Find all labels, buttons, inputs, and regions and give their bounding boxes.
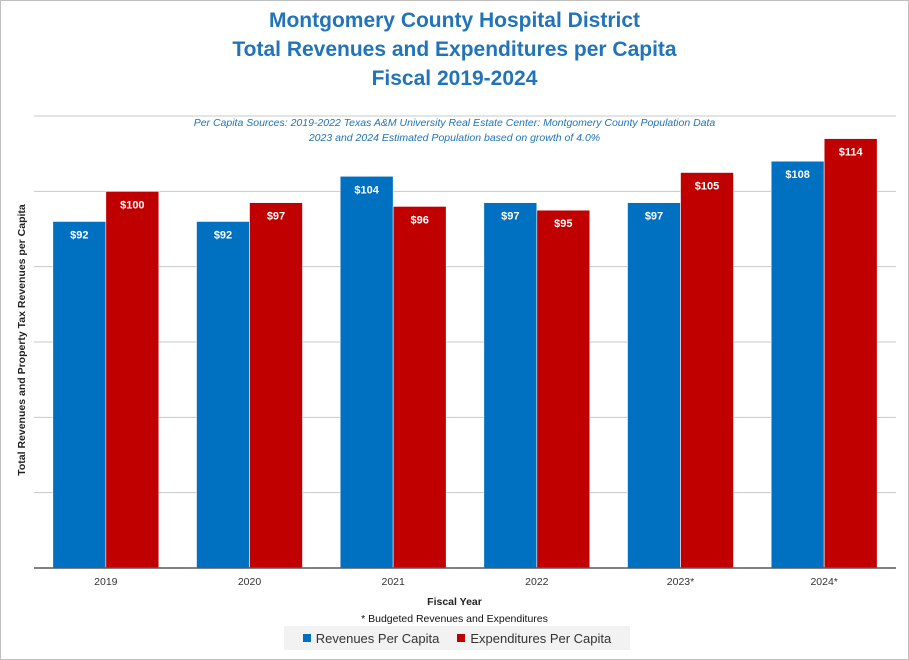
chart-title-block: Montgomery County Hospital District Tota… [0, 6, 909, 93]
legend-swatch-revenues [302, 634, 311, 642]
bar-data-label: $114 [839, 147, 864, 159]
x-tick-label: 2024* [810, 576, 837, 588]
x-tick-label: 2020 [238, 576, 262, 588]
x-tick-label: 2023* [667, 576, 694, 588]
revenue-bar [339, 175, 394, 569]
chart-subtitle: Total Revenues and Expenditures per Capi… [232, 38, 677, 61]
budget-footnote: * Budgeted Revenues and Expenditures [361, 613, 548, 625]
legend-label-revenues: Revenues Per Capita [315, 630, 440, 646]
chart-period: Fiscal 2019-2024 [371, 67, 538, 90]
bar-data-label: $97 [501, 211, 519, 223]
revenue-bar [196, 221, 250, 569]
expenditure-bar [392, 206, 447, 569]
expenditure-bar [105, 191, 160, 569]
bar-data-label: $108 [785, 169, 809, 181]
bar-data-label: $97 [267, 211, 285, 223]
bar-data-label: $92 [70, 229, 88, 241]
legend-item-expenditures: Expenditures Per Capita [457, 631, 611, 646]
expenditure-bar [249, 202, 303, 569]
x-tick-label: 2019 [94, 576, 118, 588]
legend: Revenues Per Capita Expenditures Per Cap… [284, 626, 630, 650]
bar-data-label: $95 [554, 218, 572, 230]
bar-data-label: $96 [410, 214, 428, 226]
legend-item-revenues: Revenues Per Capita [302, 630, 440, 646]
bar-data-label: $97 [645, 211, 663, 223]
expenditure-bar [536, 209, 591, 569]
source-note-1: Per Capita Sources: 2019-2022 Texas A&M … [193, 117, 716, 129]
chart-title: Montgomery County Hospital District [268, 9, 641, 32]
bar-data-label: $104 [354, 184, 379, 196]
bar-data-label: $100 [120, 199, 144, 211]
bar-data-label: $92 [214, 229, 232, 241]
x-tick-label: 2021 [381, 576, 405, 588]
source-notes: Per Capita Sources: 2019-2022 Texas A&M … [0, 116, 909, 146]
legend-label-expenditures: Expenditures Per Capita [470, 630, 612, 646]
revenue-bar [52, 221, 107, 569]
bar-data-label: $105 [695, 181, 719, 193]
expenditure-bar [823, 138, 878, 569]
revenue-bar [770, 160, 825, 569]
y-axis-label: Total Revenues and Property Tax Revenues… [16, 204, 28, 476]
legend-swatch-expenditures [457, 634, 466, 642]
x-axis-label: Fiscal Year [427, 596, 482, 608]
revenue-bar [627, 202, 681, 569]
source-note-2: 2023 and 2024 Estimated Population based… [308, 132, 601, 144]
expenditure-bar [680, 172, 734, 569]
x-tick-label: 2022 [525, 576, 549, 588]
revenue-bar [483, 202, 538, 569]
